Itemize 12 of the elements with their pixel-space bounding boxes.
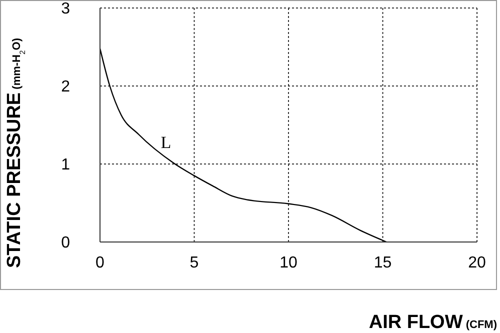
x-tick-label: 15 — [374, 254, 392, 272]
x-tick-label: 10 — [280, 254, 298, 272]
y-tick-label: 3 — [61, 0, 70, 18]
x-tick-label: 0 — [96, 254, 105, 272]
x-tick-label: 20 — [468, 254, 486, 272]
annotation: L — [160, 133, 172, 152]
y-tick-label: 2 — [61, 78, 70, 96]
x-axis-title: AIR FLOW (CFM) — [368, 312, 498, 333]
line-series — [100, 48, 388, 242]
y-tick-label: 0 — [61, 234, 70, 252]
x-tick-label: 5 — [190, 254, 199, 272]
y-tick-label: 1 — [61, 156, 70, 174]
